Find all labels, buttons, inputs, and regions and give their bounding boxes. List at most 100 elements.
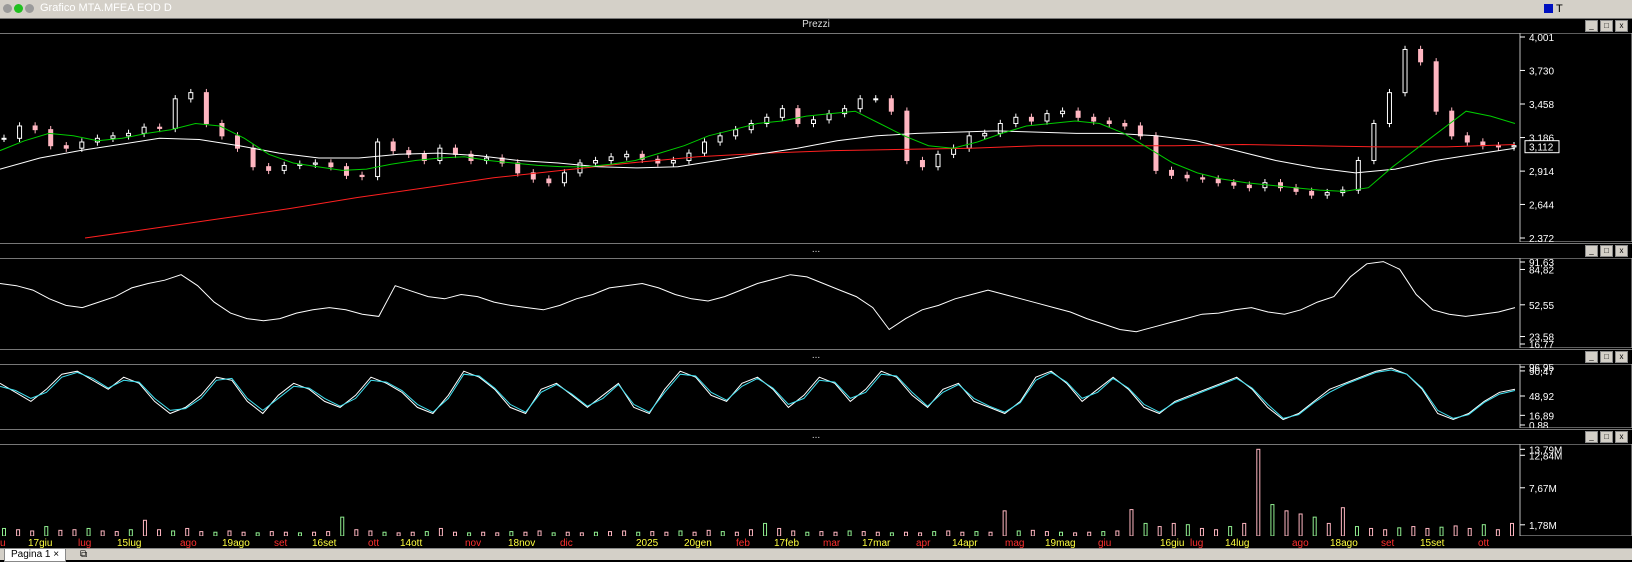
volume-bar <box>72 529 77 536</box>
y-axis-panel <box>1519 33 1632 242</box>
candle-body <box>48 129 54 147</box>
volume-bar <box>1425 527 1430 536</box>
volume-bar <box>340 516 345 536</box>
pane-close-button[interactable]: x <box>1615 431 1628 443</box>
x-tick-label: mar <box>823 538 841 549</box>
x-tick-label: 19ago <box>222 538 250 549</box>
volume-bar <box>86 527 91 536</box>
volume-bar <box>1340 507 1345 536</box>
volume-bar <box>1284 510 1289 536</box>
pane-close-button[interactable]: x <box>1615 20 1628 32</box>
close-icon[interactable]: × <box>53 549 60 560</box>
x-tick-label: nov <box>465 538 482 549</box>
candle-body <box>1371 122 1377 162</box>
x-tick-label: 19mag <box>1045 538 1076 549</box>
volume-bar <box>1256 448 1261 536</box>
price-y-tick-label: 2,644 <box>1529 200 1554 211</box>
candle-body <box>1215 178 1221 184</box>
control-icon-1[interactable] <box>3 4 12 13</box>
stochastic-pane-header: ... _ □ x <box>0 349 1632 365</box>
price-pane-title: Prezzi <box>802 19 830 30</box>
ma-long-line <box>84 143 1516 239</box>
last-price-badge <box>1524 140 1560 154</box>
volume-bar <box>777 527 782 536</box>
candle-body <box>608 156 614 162</box>
volume-bar <box>1383 529 1388 536</box>
last-price-label: 3,112 <box>1529 143 1554 154</box>
volume-bar <box>2 527 6 536</box>
price-chart[interactable]: 4,001 3,730 3,458 3,186 2,914 2,644 2,372 3,112 <box>0 33 1632 242</box>
candle-body <box>1122 122 1128 127</box>
candle-body <box>810 119 816 124</box>
add-tab-icon[interactable]: ⧉ <box>80 549 88 560</box>
oscillator-pane-header: ... _ □ x <box>0 243 1632 259</box>
x-tick-label: 20gen <box>684 538 712 549</box>
candle-body <box>1231 182 1237 186</box>
candle-body <box>390 141 396 152</box>
price-y-tick-label: 3,458 <box>1529 100 1554 111</box>
x-tick-label: 17feb <box>774 538 800 549</box>
x-tick-label: 14ott <box>400 538 423 549</box>
volume-bar <box>1354 526 1359 536</box>
volume-bar <box>1453 525 1458 536</box>
stochastic-y-tick-label: 96,95 <box>1529 364 1554 374</box>
candle-body <box>1028 116 1034 122</box>
x-tick-label: 18ago <box>1330 538 1358 549</box>
volume-bar <box>763 522 768 536</box>
x-tick-label: mag <box>1005 538 1025 549</box>
price-y-tick-label: 2,914 <box>1529 167 1554 178</box>
candle-body <box>266 166 272 171</box>
volume-bar <box>1369 527 1374 536</box>
volume-bar <box>1157 526 1162 536</box>
volume-bar <box>1411 526 1416 536</box>
candle-body <box>764 116 770 124</box>
pane-close-button[interactable]: x <box>1615 351 1628 363</box>
candle-body <box>1418 48 1424 63</box>
price-y-tick-label: 2,372 <box>1529 234 1554 242</box>
price-y-tick-label: 3,730 <box>1529 66 1554 77</box>
pane-minimize-button[interactable]: _ <box>1585 245 1598 257</box>
oscillator-y-tick-label: 16,77 <box>1529 340 1554 348</box>
candle-body <box>997 122 1003 134</box>
pane-restore-button[interactable]: □ <box>1600 20 1613 32</box>
x-tick-label: ago <box>1292 538 1309 549</box>
volume-y-tick-label: 13,79M <box>1529 445 1562 456</box>
volume-bar <box>1199 527 1204 536</box>
pane-minimize-button[interactable]: _ <box>1585 431 1598 443</box>
candle-body <box>982 132 988 137</box>
candle-body <box>141 126 147 134</box>
candle-body <box>966 135 972 149</box>
pane-minimize-button[interactable]: _ <box>1585 20 1598 32</box>
candle-body <box>842 108 848 115</box>
candle-body <box>795 108 801 124</box>
pane-minimize-button[interactable]: _ <box>1585 351 1598 363</box>
candle-body <box>919 160 925 168</box>
candle-body <box>312 162 318 165</box>
pane-restore-button[interactable]: □ <box>1600 431 1613 443</box>
pane-restore-button[interactable]: □ <box>1600 245 1613 257</box>
volume-bar <box>1326 522 1331 536</box>
candle-body <box>343 166 349 176</box>
pane-restore-button[interactable]: □ <box>1600 351 1613 363</box>
window-mode-indicator[interactable]: T <box>1556 3 1563 15</box>
volume-y-tick-label: 7,67M <box>1529 484 1557 495</box>
candle-body <box>1169 169 1175 176</box>
candle-body <box>888 98 894 112</box>
x-tick-label: 17mar <box>862 538 891 549</box>
volume-bar <box>1270 504 1275 536</box>
status-dot-gray-icon <box>25 4 34 13</box>
stochastic-y-tick-label: 48,92 <box>1529 392 1554 403</box>
candle-body <box>437 147 443 162</box>
candle-body <box>219 122 225 137</box>
volume-bar <box>1298 513 1303 536</box>
volume-bar <box>58 529 63 536</box>
pane-close-button[interactable]: x <box>1615 245 1628 257</box>
x-tick-label: 14apr <box>952 538 978 549</box>
tab-pagina-1[interactable]: Pagina 1 × <box>4 548 67 562</box>
candle-body <box>686 152 692 162</box>
candle-body <box>126 132 132 137</box>
x-tick-label: 15set <box>1420 538 1445 549</box>
